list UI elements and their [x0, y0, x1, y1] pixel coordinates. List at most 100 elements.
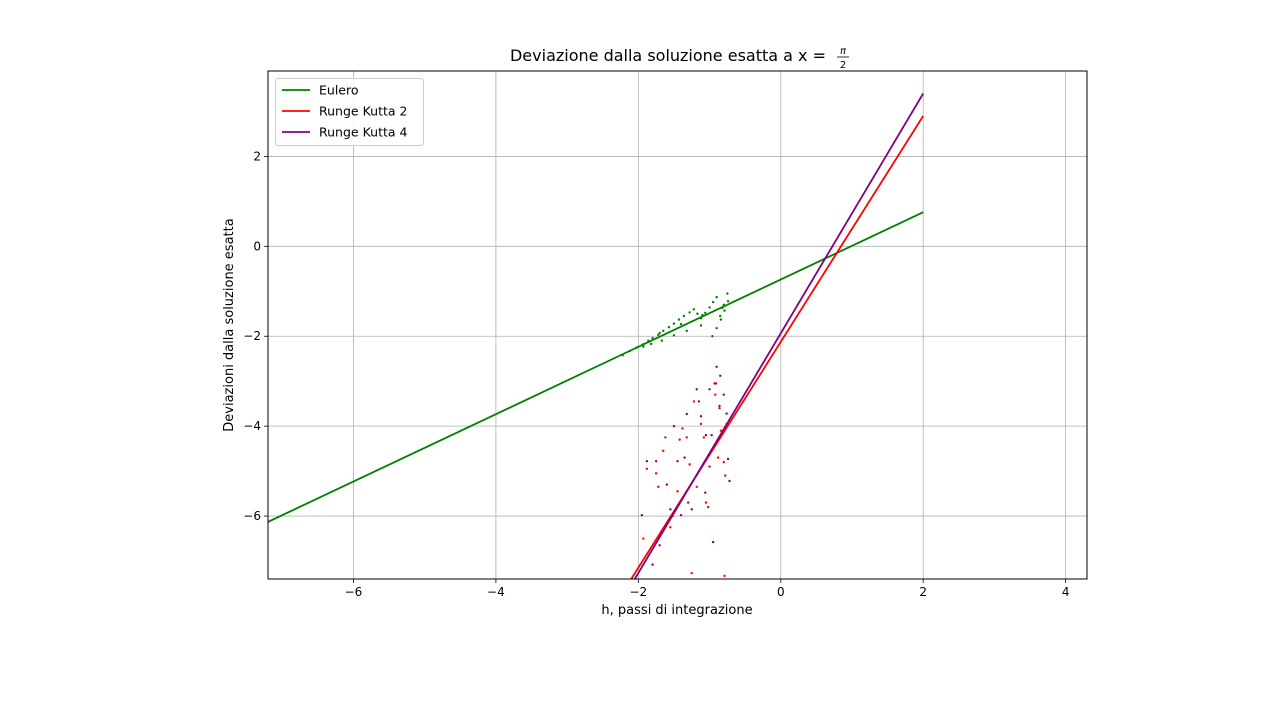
legend-item: Runge Kutta 4 [282, 125, 407, 140]
data-point-runge-kutta-4 [728, 479, 731, 483]
plot-frame [267, 70, 1088, 580]
data-point-runge-kutta-2 [662, 449, 665, 453]
data-point-runge-kutta-2 [704, 501, 708, 504]
data-point-runge-kutta-4 [690, 508, 693, 511]
data-point-eulero [647, 339, 650, 342]
data-point-runge-kutta-2 [657, 485, 660, 489]
data-point-runge-kutta-2 [716, 456, 720, 459]
data-point-runge-kutta-4 [685, 412, 688, 416]
x-tick-label: 0 [777, 585, 785, 599]
data-point-eulero [711, 335, 714, 338]
data-point-runge-kutta-2 [699, 422, 703, 426]
axis-ticks: −6 −4 −2 0 2 4 −6 −4 −2 0 2 [243, 149, 1069, 599]
data-point-runge-kutta-2 [723, 574, 726, 578]
series-runge-kutta-4 [633, 93, 924, 579]
data-point-eulero [711, 300, 715, 304]
data-point-runge-kutta-2 [722, 460, 725, 464]
x-tick-label: 4 [1062, 585, 1070, 599]
legend-item: Runge Kutta 2 [282, 104, 407, 119]
x-tick-label: 2 [919, 585, 927, 599]
y-tick-label: −6 [243, 509, 261, 523]
data-point-runge-kutta-2 [718, 406, 721, 410]
data-point-eulero [699, 324, 703, 327]
data-point-eulero [715, 295, 718, 299]
y-tick-label: 0 [253, 239, 261, 253]
data-point-eulero [723, 309, 726, 312]
data-point-runge-kutta-4 [651, 563, 654, 566]
data-point-runge-kutta-2 [695, 485, 698, 489]
data-point-eulero [658, 331, 661, 335]
data-point-eulero [704, 311, 707, 315]
data-point-eulero [692, 308, 696, 311]
data-point-runge-kutta-2 [690, 571, 693, 575]
data-point-runge-kutta-4 [699, 415, 703, 418]
grid [268, 71, 1087, 579]
data-point-eulero [635, 346, 639, 349]
data-point-eulero [621, 353, 624, 357]
data-point-eulero [696, 312, 699, 315]
data-point-eulero [719, 314, 722, 318]
legend-label: Runge Kutta 4 [319, 125, 407, 140]
data-point-eulero [677, 318, 681, 321]
x-tick-label: −6 [345, 585, 363, 599]
data-point-eulero [708, 306, 711, 309]
x-tick-label: −4 [487, 585, 505, 599]
title-fraction-numerator: π [840, 46, 847, 57]
data-point-runge-kutta-4 [722, 393, 725, 396]
data-point-runge-kutta-2 [645, 467, 649, 471]
data-point-runge-kutta-2 [678, 438, 681, 441]
data-point-runge-kutta-2 [664, 436, 667, 439]
data-point-runge-kutta-4 [640, 513, 644, 517]
x-axis-label: h, passi di integrazione [601, 603, 752, 618]
data-point-runge-kutta-2 [724, 474, 727, 477]
data-point-eulero [722, 303, 725, 306]
data-point-runge-kutta-2 [681, 427, 684, 430]
data-point-runge-kutta-4 [686, 501, 690, 504]
data-point-eulero [719, 318, 723, 321]
data-point-eulero [672, 334, 676, 337]
data-point-runge-kutta-4 [676, 460, 679, 463]
data-point-eulero [642, 345, 645, 348]
data-point-eulero [628, 349, 631, 353]
data-point-eulero [679, 322, 683, 326]
data-point-eulero [667, 326, 671, 329]
data-point-runge-kutta-2 [706, 505, 710, 509]
data-point-runge-kutta-4 [654, 460, 658, 463]
data-point-runge-kutta-2 [692, 400, 696, 403]
data-point-eulero [651, 336, 654, 340]
data-point-eulero [715, 326, 718, 330]
series-line-runge-kutta-4 [633, 93, 924, 579]
data-point-runge-kutta-4 [672, 424, 676, 428]
data-point-eulero [682, 314, 686, 318]
data-point-eulero [660, 339, 664, 342]
data-point-eulero [685, 329, 688, 333]
data-point-eulero [688, 311, 691, 314]
data-point-eulero [672, 322, 676, 325]
data-point-runge-kutta-4 [719, 374, 722, 377]
data-point-runge-kutta-4 [711, 540, 715, 544]
data-point-runge-kutta-2 [708, 465, 711, 468]
data-point-runge-kutta-2 [676, 490, 679, 493]
data-point-runge-kutta-4 [645, 460, 649, 463]
data-point-runge-kutta-4 [658, 544, 661, 547]
y-axis-label: Deviazioni dalla soluzione esatta [222, 218, 237, 431]
data-point-runge-kutta-4 [715, 365, 718, 369]
data-point-eulero [726, 299, 730, 303]
data-point-runge-kutta-2 [702, 436, 706, 439]
data-point-eulero [726, 292, 729, 295]
y-tick-label: 2 [253, 149, 261, 163]
data-point-runge-kutta-4 [704, 433, 708, 437]
data-point-runge-kutta-2 [685, 436, 688, 439]
series-eulero [268, 211, 924, 523]
title-fraction-denominator: 2 [840, 60, 846, 71]
y-tick-label: −4 [243, 419, 261, 433]
data-point-runge-kutta-2 [654, 472, 658, 475]
chart-title: Deviazione dalla soluzione esatta a x = [510, 46, 826, 65]
data-point-runge-kutta-4 [725, 412, 728, 415]
data-point-eulero [721, 306, 724, 310]
data-point-runge-kutta-2 [688, 463, 691, 466]
data-point-runge-kutta-4 [669, 508, 672, 511]
data-series [268, 93, 924, 579]
